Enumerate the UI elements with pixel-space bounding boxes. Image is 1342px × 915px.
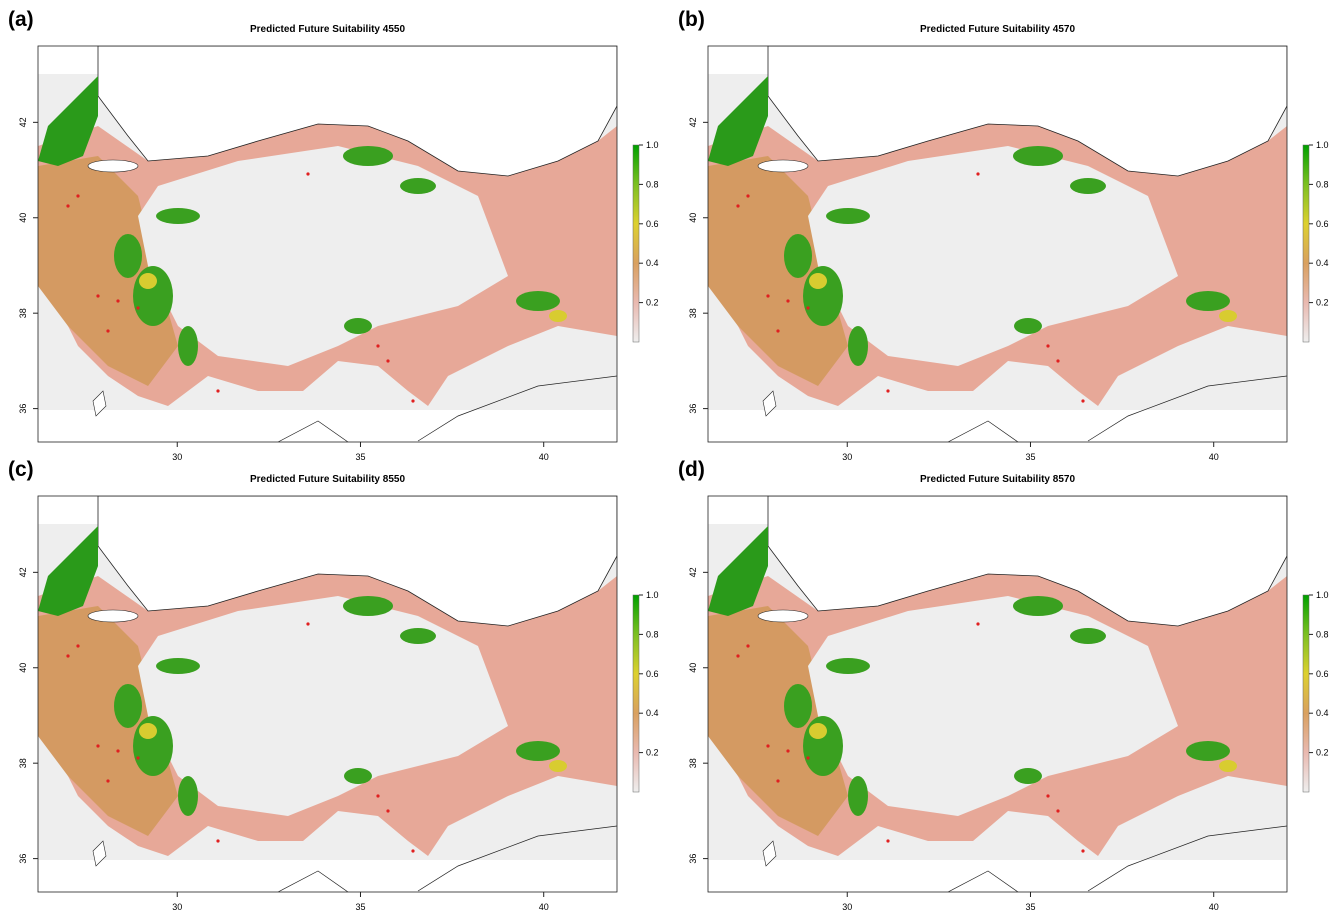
y-tick-label: 36 — [18, 404, 28, 414]
colorbar — [1302, 594, 1310, 793]
map-panel: (a) Predicted Future Suitability 4550 30 35… — [8, 8, 659, 462]
y-tick-label: 38 — [688, 758, 698, 768]
y-tick-label: 36 — [688, 854, 698, 864]
colorbar-tick-label: 0.8 — [646, 629, 659, 639]
map — [38, 46, 617, 442]
colorbar-tick-label: 0.6 — [1316, 669, 1329, 679]
map-panel: (c) Predicted Future Suitability 8550 30 35… — [8, 458, 659, 912]
x-tick-label: 30 — [172, 902, 182, 912]
colorbar — [632, 144, 640, 343]
plot-frame — [37, 495, 618, 893]
x-tick-label: 30 — [172, 452, 182, 462]
y-tick-label: 42 — [688, 567, 698, 577]
colorbar — [632, 594, 640, 793]
colorbar-tick-label: 0.2 — [1316, 298, 1329, 308]
x-tick-label: 40 — [539, 452, 549, 462]
colorbar-tick-label: 0.2 — [646, 748, 659, 758]
x-tick-label: 35 — [355, 452, 365, 462]
x-tick-label: 30 — [842, 902, 852, 912]
colorbar-tick-label: 0.4 — [1316, 708, 1329, 718]
colorbar-tick-label: 0.8 — [1316, 179, 1329, 189]
colorbar-tick-label: 1.0 — [646, 590, 659, 600]
colorbar-tick-label: 0.6 — [646, 669, 659, 679]
map-panel: (d) Predicted Future Suitability 8570 30 35… — [678, 458, 1329, 912]
x-tick-label: 30 — [842, 452, 852, 462]
y-tick-label: 38 — [18, 308, 28, 318]
panel-label: (a) — [8, 8, 34, 31]
y-tick-label: 42 — [688, 117, 698, 127]
panel-label: (c) — [8, 458, 34, 481]
x-tick-label: 35 — [1025, 902, 1035, 912]
colorbar-tick-label: 0.6 — [1316, 219, 1329, 229]
panel-title: Predicted Future Suitability 8550 — [250, 474, 405, 485]
map — [708, 46, 1287, 442]
plot-frame — [37, 45, 618, 443]
y-tick-label: 42 — [18, 567, 28, 577]
plot-frame — [707, 45, 1288, 443]
panel-title: Predicted Future Suitability 8570 — [920, 474, 1075, 485]
panel-title: Predicted Future Suitability 4550 — [250, 24, 405, 35]
x-tick-label: 35 — [355, 902, 365, 912]
colorbar-tick-label: 0.4 — [646, 708, 659, 718]
plot-frame — [707, 495, 1288, 893]
x-tick-label: 40 — [1209, 902, 1219, 912]
colorbar-tick-label: 1.0 — [1316, 140, 1329, 150]
y-tick-label: 38 — [688, 308, 698, 318]
colorbar-tick-label: 0.2 — [1316, 748, 1329, 758]
x-tick-label: 40 — [539, 902, 549, 912]
colorbar-tick-label: 0.4 — [646, 258, 659, 268]
x-tick-label: 35 — [1025, 452, 1035, 462]
map — [38, 496, 617, 892]
colorbar — [1302, 144, 1310, 343]
x-tick-label: 40 — [1209, 452, 1219, 462]
colorbar-tick-label: 0.4 — [1316, 258, 1329, 268]
map — [708, 496, 1287, 892]
y-tick-label: 36 — [688, 404, 698, 414]
panel-label: (b) — [678, 8, 705, 31]
y-tick-label: 40 — [688, 663, 698, 673]
y-tick-label: 42 — [18, 117, 28, 127]
colorbar-tick-label: 0.8 — [646, 179, 659, 189]
colorbar-tick-label: 0.2 — [646, 298, 659, 308]
y-tick-label: 40 — [18, 213, 28, 223]
y-tick-label: 36 — [18, 854, 28, 864]
map-panel: (b) Predicted Future Suitability 4570 30 35… — [678, 8, 1329, 462]
y-tick-label: 40 — [18, 663, 28, 673]
y-tick-label: 40 — [688, 213, 698, 223]
panel-title: Predicted Future Suitability 4570 — [920, 24, 1075, 35]
colorbar-tick-label: 1.0 — [646, 140, 659, 150]
colorbar-tick-label: 0.6 — [646, 219, 659, 229]
y-tick-label: 38 — [18, 758, 28, 768]
colorbar-tick-label: 1.0 — [1316, 590, 1329, 600]
colorbar-tick-label: 0.8 — [1316, 629, 1329, 639]
panel-label: (d) — [678, 458, 705, 481]
